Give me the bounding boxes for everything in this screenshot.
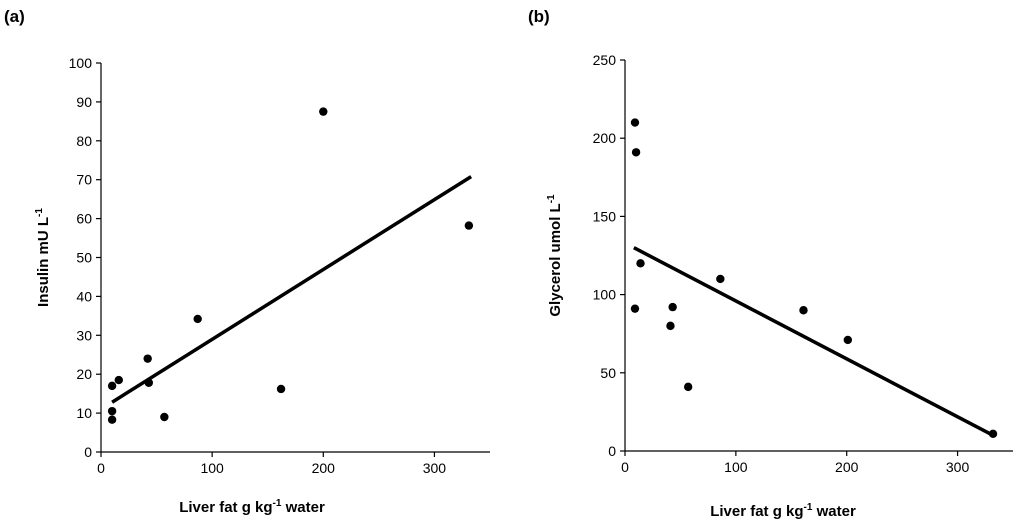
chart-a-y-tick-label: 0 bbox=[84, 444, 92, 460]
chart-b-data-point bbox=[666, 321, 675, 331]
chart-a-x-tick-label: 200 bbox=[312, 460, 336, 476]
chart-a-x-tick-label: 0 bbox=[97, 460, 105, 476]
chart-b-data-point bbox=[988, 429, 998, 438]
chart-a-y-tick-label: 100 bbox=[69, 55, 93, 71]
chart-b-data-point bbox=[631, 148, 641, 157]
chart-a-y-tick-label: 10 bbox=[76, 405, 92, 421]
chart-a-data-point bbox=[144, 378, 153, 387]
chart-b-data-point bbox=[799, 306, 808, 315]
chart-a-data-point bbox=[160, 412, 169, 422]
chart-b-y-tick-label: 250 bbox=[593, 52, 617, 68]
chart-b-x-tick-label: 200 bbox=[835, 459, 859, 475]
chart-b-data-point bbox=[683, 382, 693, 392]
chart-a-x-axis-title: Liver fat g kg-1 water bbox=[179, 498, 325, 516]
chart-a-data-point bbox=[193, 314, 202, 324]
chart-a-y-tick-label: 40 bbox=[76, 288, 92, 304]
chart-a-y-tick-label: 90 bbox=[76, 94, 92, 110]
chart-a-panel: (a) 0 10 20 30 40 50 60 70 80 90 100 0 100 200 300 Liver… bbox=[4, 7, 490, 516]
chart-a-y-tick-label: 30 bbox=[76, 327, 92, 343]
chart-b-data-point bbox=[843, 335, 853, 345]
chart-a-trendline bbox=[111, 175, 473, 404]
chart-b-panel-label: (b) bbox=[528, 7, 550, 26]
chart-b-data-point bbox=[630, 118, 640, 127]
chart-a-data-point bbox=[107, 415, 117, 424]
chart-b-data-point bbox=[716, 274, 725, 284]
chart-b-panel: (b) 0 50 100 150 200 250 0 100 200 300 Liver fat g … bbox=[528, 7, 1013, 520]
chart-b-x-tick-label: 300 bbox=[946, 459, 970, 475]
chart-a-x-tick-label: 300 bbox=[423, 460, 447, 476]
chart-b-y-tick-label: 50 bbox=[600, 365, 616, 381]
chart-a-data-point bbox=[464, 221, 474, 230]
chart-a-y-tick-label: 60 bbox=[76, 211, 92, 227]
chart-a-data-point bbox=[319, 107, 328, 116]
chart-a-y-tick-label: 80 bbox=[76, 133, 92, 149]
chart-a-data-point bbox=[114, 375, 123, 385]
chart-b-y-tick-label: 150 bbox=[593, 208, 617, 224]
chart-b-x-axis-title: Liver fat g kg-1 water bbox=[710, 502, 856, 520]
chart-b-y-tick-label: 0 bbox=[608, 443, 616, 459]
chart-b-x-tick-label: 0 bbox=[621, 459, 629, 475]
chart-b-y-axis-title: Glycerol umol L-1 bbox=[546, 194, 564, 317]
chart-a-panel-label: (a) bbox=[4, 7, 25, 26]
chart-b-x-tick-label: 100 bbox=[724, 459, 748, 475]
chart-a-y-tick-label: 20 bbox=[76, 366, 92, 382]
chart-b-y-tick-label: 100 bbox=[593, 287, 617, 303]
chart-a-y-tick-label: 70 bbox=[76, 172, 92, 188]
chart-b-trendline bbox=[633, 246, 994, 437]
chart-b-data-point bbox=[630, 304, 640, 313]
chart-b-data-point bbox=[668, 302, 677, 312]
chart-a-data-point bbox=[143, 354, 152, 363]
chart-a-x-tick-label: 100 bbox=[200, 460, 224, 476]
chart-b-data-point bbox=[636, 259, 645, 268]
chart-a-data-point bbox=[107, 406, 117, 416]
chart-a-y-tick-label: 50 bbox=[76, 250, 92, 266]
chart-b-y-tick-label: 200 bbox=[593, 130, 617, 146]
chart-a-y-axis-title: Insulin mU L-1 bbox=[34, 208, 52, 307]
chart-a-data-point bbox=[276, 384, 286, 394]
chart-a-data-point bbox=[107, 381, 117, 391]
